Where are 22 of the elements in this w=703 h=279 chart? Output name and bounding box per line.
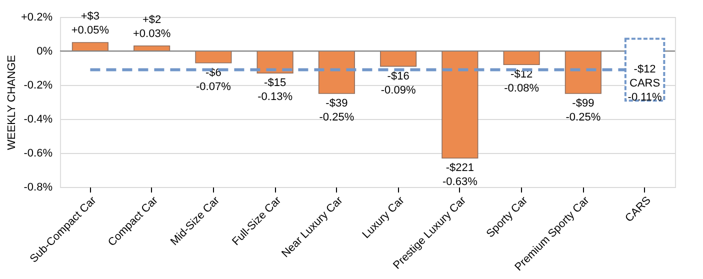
y-tick-label: 0%	[36, 46, 53, 58]
y-tick-label: -0.4%	[24, 114, 53, 126]
bar	[442, 50, 478, 158]
y-tick-label: -0.2%	[24, 80, 53, 92]
y-axis-title: WEEKLY CHANGE	[6, 55, 18, 150]
data-label: -$99 -0.25%	[566, 98, 601, 124]
y-tick-label: -0.8%	[24, 182, 53, 194]
bar	[503, 50, 540, 65]
data-label: -$16 -0.09%	[380, 70, 416, 96]
ref-line-label: -$12 CARS -0.11%	[628, 64, 662, 104]
bar	[318, 50, 355, 94]
bar	[72, 42, 108, 52]
y-tick-label: -0.6%	[24, 148, 53, 160]
data-label: +$3 +0.05%	[71, 10, 110, 36]
bar	[195, 50, 232, 64]
bar	[380, 50, 417, 67]
data-label: -$15 -0.13%	[258, 77, 293, 104]
data-label: +$2 +0.03%	[133, 14, 171, 40]
bar	[564, 50, 602, 94]
y-tick-label: +0.2%	[21, 12, 53, 24]
data-label: -$221 -0.63%	[442, 162, 478, 188]
data-label: -$39 -0.25%	[319, 98, 354, 124]
